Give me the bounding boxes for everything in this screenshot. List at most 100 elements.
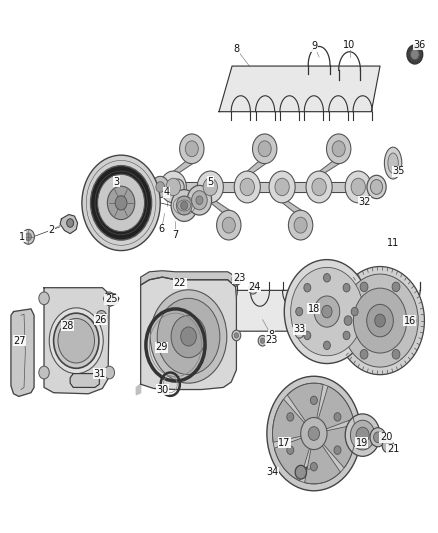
Circle shape	[336, 266, 424, 375]
Circle shape	[104, 366, 115, 379]
Circle shape	[109, 295, 116, 304]
Circle shape	[343, 331, 350, 340]
Circle shape	[232, 330, 241, 341]
Circle shape	[39, 366, 49, 379]
Circle shape	[240, 178, 254, 196]
Polygon shape	[44, 288, 110, 394]
Circle shape	[251, 286, 255, 292]
Circle shape	[308, 426, 319, 440]
Text: 6: 6	[159, 224, 165, 235]
Text: 33: 33	[293, 324, 306, 334]
Circle shape	[234, 171, 260, 203]
Polygon shape	[219, 66, 380, 112]
Circle shape	[171, 190, 197, 221]
Text: 18: 18	[308, 304, 320, 314]
Polygon shape	[136, 384, 141, 395]
Circle shape	[166, 178, 180, 196]
Text: 2: 2	[48, 225, 55, 236]
Circle shape	[104, 292, 115, 305]
Circle shape	[156, 182, 165, 192]
Circle shape	[234, 277, 239, 282]
Circle shape	[157, 298, 220, 375]
Polygon shape	[104, 293, 119, 306]
Circle shape	[275, 178, 289, 196]
Circle shape	[323, 341, 330, 350]
Circle shape	[258, 141, 271, 157]
Circle shape	[334, 413, 341, 421]
Circle shape	[295, 465, 307, 479]
Polygon shape	[60, 215, 78, 233]
Circle shape	[58, 318, 95, 363]
Circle shape	[291, 268, 363, 356]
Text: 27: 27	[14, 336, 26, 346]
Circle shape	[160, 171, 186, 203]
Circle shape	[367, 175, 386, 199]
Text: 17: 17	[278, 438, 290, 448]
Wedge shape	[287, 383, 323, 433]
Circle shape	[181, 327, 196, 346]
Ellipse shape	[388, 153, 398, 173]
Text: 3: 3	[113, 176, 120, 187]
Polygon shape	[207, 200, 234, 213]
Circle shape	[115, 196, 127, 210]
Text: 4: 4	[164, 187, 170, 197]
Circle shape	[353, 288, 406, 353]
Text: 25: 25	[105, 294, 117, 304]
Text: 5: 5	[207, 176, 213, 187]
Circle shape	[152, 176, 169, 198]
Wedge shape	[304, 433, 340, 484]
Circle shape	[249, 284, 257, 294]
Circle shape	[311, 463, 318, 471]
Text: 1: 1	[19, 232, 25, 242]
Circle shape	[260, 338, 265, 343]
Text: 23: 23	[265, 335, 277, 345]
Circle shape	[203, 178, 218, 196]
Circle shape	[332, 141, 345, 157]
Wedge shape	[272, 399, 314, 442]
Circle shape	[371, 180, 383, 195]
Circle shape	[267, 376, 361, 491]
Circle shape	[407, 45, 423, 64]
Circle shape	[392, 282, 400, 292]
Circle shape	[107, 186, 135, 220]
Circle shape	[185, 141, 198, 157]
Polygon shape	[244, 160, 270, 174]
Text: 28: 28	[61, 321, 74, 331]
Circle shape	[356, 427, 369, 443]
Text: 10: 10	[343, 40, 356, 50]
Text: 26: 26	[95, 314, 107, 325]
Circle shape	[284, 260, 370, 364]
Text: 24: 24	[248, 281, 261, 292]
Polygon shape	[141, 277, 237, 390]
Circle shape	[53, 313, 99, 368]
Circle shape	[187, 185, 212, 215]
Circle shape	[314, 296, 340, 327]
Text: 34: 34	[266, 467, 278, 477]
Circle shape	[342, 274, 418, 367]
Circle shape	[326, 134, 351, 164]
Circle shape	[343, 284, 350, 292]
Circle shape	[374, 432, 382, 442]
Circle shape	[351, 178, 365, 196]
Circle shape	[304, 284, 311, 292]
Wedge shape	[274, 433, 314, 481]
Circle shape	[287, 446, 294, 454]
Circle shape	[334, 446, 341, 454]
Text: 16: 16	[403, 316, 416, 326]
Circle shape	[150, 290, 227, 383]
Circle shape	[322, 305, 332, 318]
Circle shape	[181, 201, 187, 210]
Text: 29: 29	[155, 342, 168, 352]
Polygon shape	[170, 160, 197, 174]
Text: 20: 20	[380, 432, 392, 442]
Text: 36: 36	[413, 40, 425, 50]
Text: 8: 8	[233, 44, 240, 54]
Circle shape	[177, 196, 192, 215]
Circle shape	[312, 178, 326, 196]
Circle shape	[345, 414, 380, 456]
Circle shape	[171, 179, 184, 195]
Circle shape	[234, 333, 239, 338]
Circle shape	[287, 413, 294, 421]
Text: 21: 21	[387, 445, 399, 455]
Circle shape	[304, 331, 311, 340]
